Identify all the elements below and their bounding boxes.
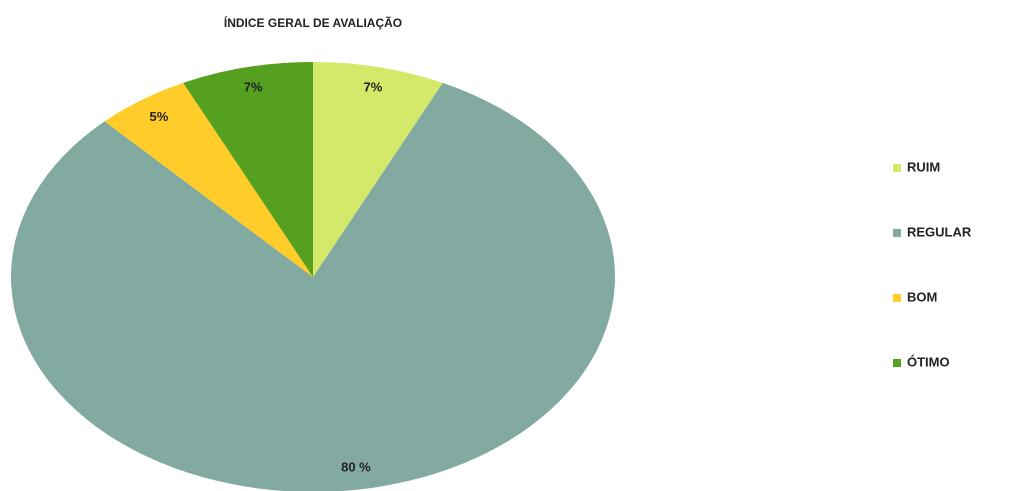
pie-slice xyxy=(183,62,313,277)
chart-title: ÍNDICE GERAL DE AVALIAÇÃO xyxy=(224,15,402,30)
data-label: 5% xyxy=(149,109,168,124)
legend-swatch xyxy=(893,294,901,302)
pie-slice xyxy=(104,82,314,278)
legend-swatch xyxy=(893,229,901,237)
pie-slice xyxy=(313,62,443,277)
legend-label: ÓTIMO xyxy=(907,354,950,369)
data-label: 7% xyxy=(363,80,382,95)
legend-label: BOM xyxy=(907,289,937,304)
pie-slice xyxy=(11,82,615,491)
data-label: 7% xyxy=(244,80,263,95)
legend-swatch xyxy=(893,359,901,367)
data-label: 80 % xyxy=(341,460,371,475)
legend-label: RUIM xyxy=(907,159,940,174)
legend-swatch xyxy=(893,164,901,172)
legend-label: REGULAR xyxy=(907,224,972,239)
